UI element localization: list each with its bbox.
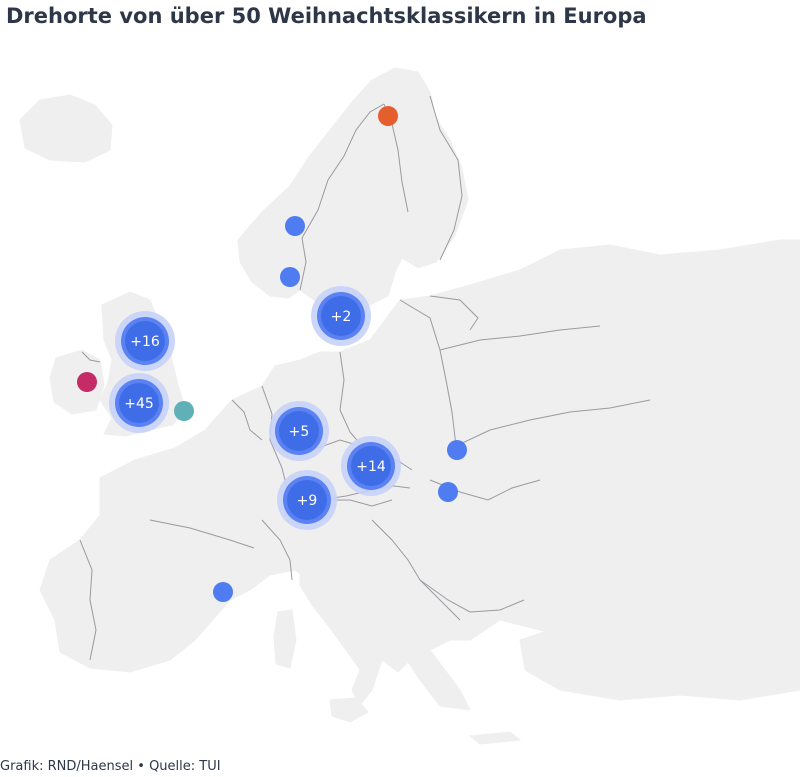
separator-dot: • <box>137 759 145 774</box>
land-crete <box>468 731 522 745</box>
cluster-label: +2 <box>331 309 352 325</box>
cluster-czechia[interactable]: +14 <box>341 436 401 496</box>
border-france-germany <box>261 385 289 493</box>
border-balkans <box>371 519 461 621</box>
border-northern-ireland <box>81 351 101 363</box>
cluster-label: +16 <box>130 334 160 350</box>
border-germany-poland <box>339 351 363 447</box>
page-title: Drehorte von über 50 Weihnachtsklassiker… <box>6 4 647 28</box>
cluster-markers: +2 +16 +45 +5 +14 <box>109 286 401 530</box>
land-iceland <box>19 94 113 163</box>
credit-text: Grafik: RND/Haensel <box>0 759 134 774</box>
marker-norway-north[interactable] <box>285 216 305 236</box>
cluster-alps[interactable]: +9 <box>277 470 337 530</box>
marker-hungary[interactable] <box>438 482 458 502</box>
land-finland <box>387 109 467 265</box>
marker-poland-south[interactable] <box>447 440 467 460</box>
land-italy <box>299 554 411 706</box>
cluster-label: +14 <box>356 459 386 475</box>
marker-lapland[interactable] <box>378 106 398 126</box>
land-sardinia <box>273 609 297 669</box>
cluster-uk-south[interactable]: +45 <box>109 373 169 433</box>
border-finland-russia <box>429 95 463 261</box>
border-france-italy <box>261 519 293 581</box>
cluster-germany-west[interactable]: +5 <box>269 401 329 461</box>
cluster-scandinavia[interactable]: +2 <box>311 286 371 346</box>
border-benelux <box>231 399 263 441</box>
marker-ireland[interactable] <box>77 372 97 392</box>
border-poland-east <box>399 299 457 447</box>
footer-credits: Grafik: RND/Haensel • Quelle: TUI <box>0 759 221 774</box>
cluster-label: +45 <box>124 396 154 412</box>
border-norway-sweden <box>299 103 385 291</box>
land-sicily <box>329 697 369 723</box>
marker-spain-coast[interactable] <box>213 582 233 602</box>
cluster-label: +9 <box>297 493 318 509</box>
border-balkans-south <box>419 579 525 613</box>
single-markers <box>77 106 467 602</box>
cluster-label: +5 <box>289 424 310 440</box>
marker-norway-south[interactable] <box>280 267 300 287</box>
border-baltics <box>429 295 479 331</box>
border-france-spain <box>149 519 255 549</box>
marker-england-east[interactable] <box>174 401 194 421</box>
cluster-uk-north[interactable]: +16 <box>115 311 175 371</box>
border-spain-portugal <box>79 539 97 661</box>
land-turkey <box>519 599 800 701</box>
border-ukraine <box>455 399 651 447</box>
source-text: Quelle: TUI <box>149 759 221 774</box>
border-belarus <box>439 325 601 351</box>
